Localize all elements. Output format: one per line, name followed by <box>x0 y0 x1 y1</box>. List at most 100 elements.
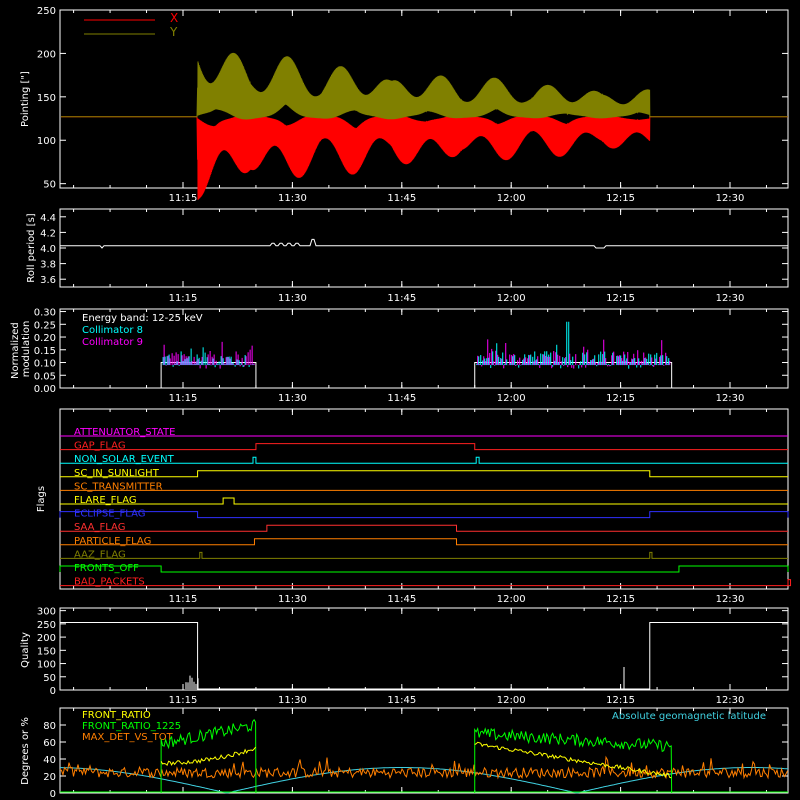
modulation-legend-c9: Collimator 9 <box>82 337 143 348</box>
ratio-ytick-label: 60 <box>43 738 56 749</box>
ratio-ytick-label: 80 <box>43 721 56 732</box>
time-tick-label: 11:15 <box>169 293 198 304</box>
flag-line-aaz-flag <box>60 551 788 559</box>
flag-label-aaz-flag: AAZ_FLAG <box>74 549 126 560</box>
flag-line-non-solar-event <box>60 456 788 464</box>
ratio-ylabel: Degrees or % <box>20 717 31 785</box>
roll-ytick-label: 4.4 <box>40 213 56 224</box>
ratio-ytick-label: 0 <box>50 789 56 800</box>
roll-ytick-label: 4.0 <box>40 244 56 255</box>
flags-ylabel: Flags <box>36 486 47 512</box>
roll-panel-frame <box>59 208 789 288</box>
modulation-ytick-label: 0.20 <box>34 333 56 344</box>
ratio-legend-front: FRONT_RATIO <box>82 710 151 721</box>
legend-x-label: X <box>170 11 178 25</box>
time-tick-label: 12:30 <box>716 293 745 304</box>
flag-line-gap-flag <box>60 443 788 451</box>
time-tick-label: 12:15 <box>606 695 635 706</box>
time-tick-label: 12:30 <box>716 393 745 404</box>
quality-ytick-label: 250 <box>37 620 56 631</box>
time-tick-label: 12:00 <box>497 594 526 605</box>
time-tick-label: 12:30 <box>716 193 745 204</box>
modulation-envelope <box>60 362 788 389</box>
pointing-ytick-label: 250 <box>37 6 56 17</box>
quality-ytick-label: 150 <box>37 646 56 657</box>
pointing-ylabel: Pointing ["] <box>20 71 31 127</box>
flag-label-bad-packets: BAD_PACKETS <box>74 577 145 588</box>
max-det-line <box>59 755 788 780</box>
flag-label-non-solar-event: NON_SOLAR_EVENT <box>74 454 175 465</box>
quality-ytick-label: 0 <box>50 686 56 697</box>
time-tick-label: 12:15 <box>606 193 635 204</box>
modulation-ylabel: Normalized modulation <box>10 319 32 379</box>
flag-line-fronts-off <box>59 565 789 573</box>
time-tick-label: 11:30 <box>278 594 307 605</box>
flag-line-bad-packets <box>60 579 792 587</box>
flag-label-sc-transmitter: SC_TRANSMITTER <box>74 481 163 492</box>
flag-line-particle-flag <box>60 538 788 546</box>
flag-label-saa-flag: SAA_FLAG <box>74 522 125 533</box>
time-tick-label: 12:15 <box>606 594 635 605</box>
modulation-ylabel-line2: modulation <box>21 321 32 378</box>
ratio-legend-front1225: FRONT_RATIO_1225 <box>82 721 181 732</box>
front-ratio-line <box>160 746 256 767</box>
flag-label-fronts-off: FRONTS_OFF <box>74 563 139 574</box>
time-tick-label: 11:30 <box>278 293 307 304</box>
flag-label-sc-in-sunlight: SC_IN_SUNLIGHT <box>74 468 160 479</box>
time-tick-label: 11:15 <box>169 695 198 706</box>
modulation-ytick-label: 0.30 <box>34 308 56 319</box>
modulation-ytick-label: 0.00 <box>34 384 56 395</box>
pointing-ytick-label: 200 <box>37 49 56 60</box>
time-tick-label: 11:30 <box>278 393 307 404</box>
quality-ytick-label: 50 <box>43 673 56 684</box>
quality-ytick-label: 300 <box>37 607 56 618</box>
modulation-ytick-label: 0.25 <box>34 320 56 331</box>
ratio-legend-lat: Absolute geomagnetic latitude <box>612 711 766 722</box>
flag-line-sc-in-sunlight <box>60 470 788 478</box>
time-tick-label: 11:30 <box>278 193 307 204</box>
pointing-series-y <box>61 52 788 120</box>
pointing-ytick-label: 50 <box>43 180 56 191</box>
pointing-panel-frame <box>59 9 789 189</box>
modulation-legend-c8: Collimator 8 <box>82 325 143 336</box>
flag-label-gap-flag: GAP_FLAG <box>74 441 126 452</box>
time-tick-label: 12:00 <box>497 393 526 404</box>
roll-ytick-label: 4.2 <box>40 228 56 239</box>
flag-line-flare-flag <box>60 497 788 505</box>
pointing-ytick-label: 150 <box>37 93 56 104</box>
flag-line-saa-flag <box>60 524 788 532</box>
time-tick-label: 12:00 <box>497 695 526 706</box>
time-tick-label: 11:45 <box>387 293 416 304</box>
modulation-ylabel-line1: Normalized <box>10 322 21 379</box>
pointing-ytick-label: 100 <box>37 136 56 147</box>
front-ratio-line <box>474 741 672 779</box>
time-tick-label: 11:45 <box>387 695 416 706</box>
time-tick-label: 11:45 <box>387 393 416 404</box>
flag-label-particle-flag: PARTICLE_FLAG <box>74 536 151 547</box>
time-tick-label: 11:15 <box>169 193 198 204</box>
front-ratio-1225-line <box>160 718 257 794</box>
flag-label-eclipse-flag: ECLIPSE_FLAG <box>74 509 145 520</box>
time-tick-label: 12:00 <box>497 293 526 304</box>
time-tick-label: 11:30 <box>278 695 307 706</box>
modulation-legend-title: Energy band: 12-25 keV <box>82 313 203 324</box>
roll-ylabel: Roll period [s] <box>26 213 37 282</box>
modulation-ytick-label: 0.15 <box>34 346 56 357</box>
ratio-ytick-label: 40 <box>43 755 56 766</box>
pointing-series-x <box>61 112 788 200</box>
time-tick-label: 12:30 <box>716 695 745 706</box>
quality-panel-frame <box>59 607 789 691</box>
modulation-ytick-label: 0.10 <box>34 359 56 370</box>
flag-line-eclipse-flag <box>59 511 789 519</box>
time-tick-label: 12:00 <box>497 193 526 204</box>
time-tick-label: 12:15 <box>606 293 635 304</box>
quality-line <box>60 622 788 690</box>
ratio-ytick-label: 20 <box>43 772 56 783</box>
chart-marks: 11:15 11:30 11:45 12:00 12:15 12:30 11:15 11:30… <box>34 6 792 800</box>
front-ratio-1225-line <box>474 726 673 794</box>
time-tick-label: 12:15 <box>606 393 635 404</box>
time-tick-label: 12:30 <box>716 594 745 605</box>
time-tick-label: 11:45 <box>387 193 416 204</box>
time-tick-label: 11:45 <box>387 594 416 605</box>
